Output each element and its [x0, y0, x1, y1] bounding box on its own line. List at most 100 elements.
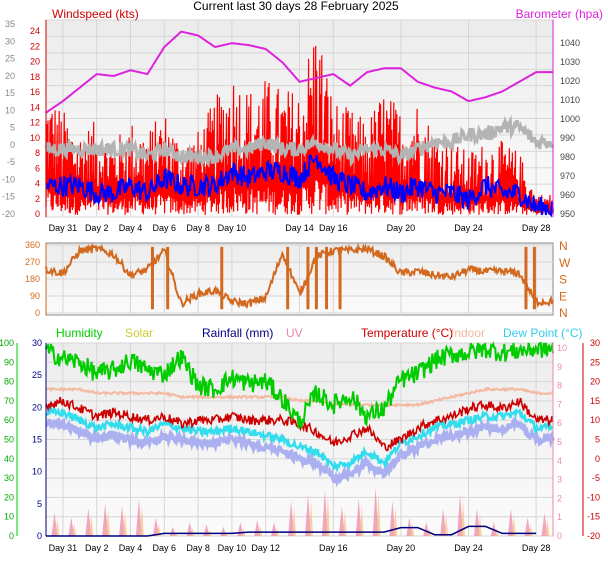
wind-outer-tick-label: -10 — [2, 174, 15, 184]
barometer-tick-label: 1040 — [560, 38, 580, 48]
solar-spike — [156, 523, 161, 536]
wind-average-series — [45, 154, 554, 218]
uv-tick-label: 10 — [557, 343, 567, 353]
compass-label: N — [559, 306, 568, 320]
temp-x-tick-label: Day 16 — [319, 543, 348, 553]
wind-x-tick-label: Day 4 — [119, 223, 143, 233]
uv-spike — [338, 505, 345, 536]
wind-inner-tick-label: 20 — [30, 57, 40, 67]
wind-x-tick-label: Day 20 — [387, 223, 416, 233]
wind-direction-series — [45, 242, 554, 310]
uv-tick-label: 2 — [557, 493, 562, 503]
uv-spike — [305, 494, 311, 536]
wind-inner-tick-label: 10 — [30, 133, 40, 143]
temp-tick-label: -20 — [587, 531, 600, 541]
wind-outer-tick-label: 5 — [10, 123, 15, 133]
uv-spike — [440, 508, 447, 536]
temp-legend: Humidity Solar Rainfall (mm) UV Temperat… — [56, 326, 582, 340]
temp-x-tick-label: Day 4 — [119, 543, 143, 553]
temp-x-tick-label: Day 2 — [85, 543, 109, 553]
humidity-series — [45, 341, 554, 429]
rain-tick-label: 15 — [32, 435, 42, 445]
legend-uv: UV — [286, 326, 303, 340]
legend-solar: Solar — [125, 326, 153, 340]
uv-spike — [119, 505, 125, 536]
solar-spike — [410, 523, 415, 536]
solar-spike — [376, 493, 381, 536]
solar-spike — [55, 518, 60, 536]
wind-x-tick-label: Day 14 — [285, 223, 314, 233]
humidity-tick-label: 70 — [4, 396, 14, 406]
rainfall-series — [46, 525, 537, 537]
solar-spike — [173, 532, 178, 536]
rain-tick-label: 0 — [37, 531, 42, 541]
humidity-tick-label: 0 — [9, 531, 14, 541]
wind-x-tick-label: Day 8 — [186, 223, 210, 233]
solar-spike — [359, 504, 364, 536]
wind-band-series — [44, 114, 555, 169]
wind-outer-tick-label: 20 — [5, 71, 15, 81]
uv-tick-label: 8 — [557, 381, 562, 391]
rain-tick-label: 10 — [32, 467, 42, 477]
solar-spike — [106, 509, 111, 536]
wind-x-tick-label: Day 10 — [218, 223, 247, 233]
uv-spike — [473, 508, 480, 536]
wind-outer-tick-label: 35 — [5, 19, 15, 29]
wind-outer-ticks: 35 30 25 20 15 10 5 0 -5 -10 -15 -20 — [2, 19, 15, 219]
chart-title: Current last 30 days 28 February 2025 — [193, 0, 399, 13]
direction-ticks: 360 270 180 90 0 — [25, 240, 40, 318]
barometer-tick-label: 990 — [560, 133, 575, 143]
solar-spike — [325, 495, 330, 536]
solar-spike — [139, 504, 144, 536]
wind-inner-tick-label: 14 — [30, 102, 40, 112]
wind-inner-tick-label: 4 — [35, 179, 40, 189]
barometer-tick-label: 1030 — [560, 57, 580, 67]
uv-spike — [321, 489, 328, 536]
barometer-tick-label: 1000 — [560, 114, 580, 124]
temp-tick-label: 0 — [595, 454, 600, 464]
wind-inner-tick-label: 24 — [30, 26, 40, 36]
uv-tick-label: 3 — [557, 475, 562, 485]
solar-spike — [444, 514, 449, 536]
temp-tick-label: 25 — [590, 357, 600, 367]
barometer-tick-label: 980 — [560, 152, 575, 162]
compass-label: S — [559, 273, 567, 287]
solar-spike — [123, 511, 127, 536]
direction-tick-label: 180 — [25, 274, 40, 284]
wind-series — [44, 30, 555, 218]
uv-spike — [85, 508, 92, 536]
solar-spike — [494, 528, 499, 536]
uv-tick-label: 1 — [557, 512, 562, 522]
uv-spike — [68, 517, 75, 536]
solar-spike — [224, 532, 229, 536]
humidity-tick-label: 80 — [4, 377, 14, 387]
uv-spike — [541, 512, 548, 536]
temp-x-labels: Day 31 Day 2 Day 4 Day 6 Day 8 Day 10 Day 12 Da… — [49, 543, 551, 553]
temp-x-tick-label: Day 28 — [522, 543, 551, 553]
compass-label: E — [559, 289, 567, 303]
barometer-tick-label: 960 — [560, 190, 575, 200]
wind-inner-tick-label: 22 — [30, 41, 40, 51]
temp-x-tick-label: Day 6 — [153, 543, 177, 553]
temp-x-tick-label: Day 31 — [49, 543, 78, 553]
temp-ticks: 30 25 20 15 10 5 0 -5 -10 -15 -20 — [587, 338, 600, 541]
wind-x-tick-label: Day 31 — [49, 223, 78, 233]
temp-tick-label: 15 — [590, 396, 600, 406]
direction-tick-label: 0 — [35, 308, 40, 318]
legend-rainfall: Rainfall (mm) — [202, 326, 273, 340]
wind-outer-tick-label: 0 — [10, 140, 15, 150]
rain-tick-label: 25 — [32, 370, 42, 380]
legend-dewpoint: Dew Point (°C) — [503, 326, 582, 340]
uv-spike — [186, 522, 193, 536]
barometer-axis-label: Barometer (hpa) — [516, 7, 603, 21]
temp-tick-label: -5 — [592, 473, 600, 483]
wind-x-labels: Day 31 Day 2 Day 4 Day 6 Day 8 Day 10 Day 14 Da… — [49, 223, 551, 233]
humidity-tick-label: 10 — [4, 512, 14, 522]
temp-x-tick-label: Day 20 — [387, 543, 416, 553]
rain-tick-label: 30 — [32, 338, 42, 348]
